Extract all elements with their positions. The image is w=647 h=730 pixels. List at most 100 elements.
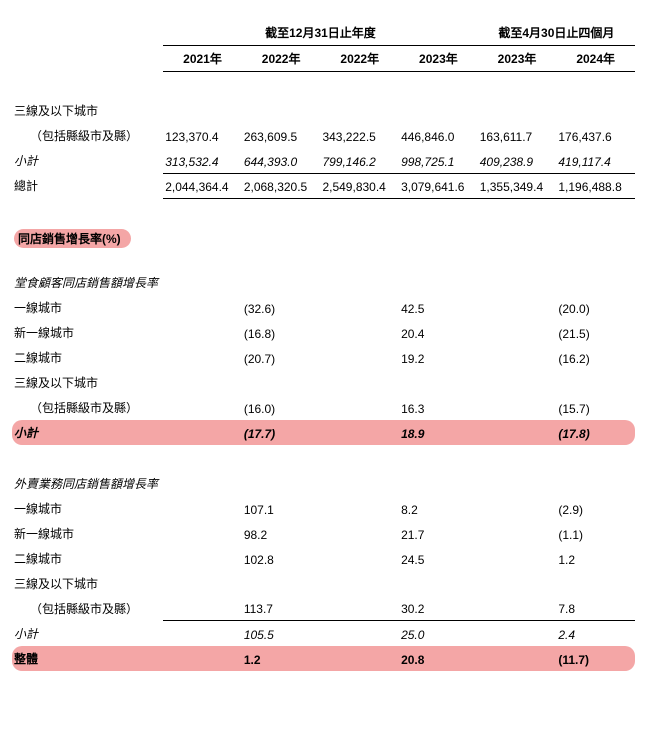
dinein-row: 新一線城市 (16.8) 20.4 (21.5) — [12, 320, 635, 345]
subtotal-label: 小計 — [12, 148, 163, 173]
dinein-label: 二線城市 — [12, 345, 163, 370]
overall-row: 整體 1.2 20.8 (11.7) — [12, 646, 635, 671]
delivery-cell: 7.8 — [556, 596, 635, 621]
period-header-row: 截至12月31日止年度 截至4月30日止四個月 — [12, 20, 635, 46]
dinein-label: 一線城市 — [12, 295, 163, 320]
overall-label: 整體 — [12, 646, 163, 671]
top-row: 三線及以下城市 — [12, 98, 635, 123]
period-4m-header: 截至4月30日止四個月 — [478, 20, 635, 46]
dinein-cell — [242, 370, 321, 395]
dinein-cell — [163, 395, 242, 420]
delivery-cell — [320, 521, 399, 546]
dinein-label: （包括縣級市及縣） — [12, 395, 163, 420]
top-cell — [163, 98, 242, 123]
dinein-cell — [399, 370, 478, 395]
dinein-cell: (21.5) — [556, 320, 635, 345]
delivery-cell: 30.2 — [399, 596, 478, 621]
delivery-cell: 102.8 — [242, 546, 321, 571]
delivery-label: 一線城市 — [12, 496, 163, 521]
dinein-row: 三線及以下城市 — [12, 370, 635, 395]
dinein-subtotal-row: 小計 (17.7) 18.9 (17.8) — [12, 420, 635, 445]
period-year-header: 截至12月31日止年度 — [163, 20, 478, 46]
dinein-cell — [163, 345, 242, 370]
delivery-cell — [163, 596, 242, 621]
dinein-cell: (16.8) — [242, 320, 321, 345]
dinein-cell — [478, 395, 557, 420]
dinein-cell — [320, 395, 399, 420]
delivery-cell — [163, 521, 242, 546]
delivery-cell: 107.1 — [242, 496, 321, 521]
delivery-cell — [478, 596, 557, 621]
delivery-cell: 24.5 — [399, 546, 478, 571]
delivery-label: 二線城市 — [12, 546, 163, 571]
year-1: 2022年 — [242, 46, 321, 72]
delivery-cell — [399, 571, 478, 596]
year-0: 2021年 — [163, 46, 242, 72]
delivery-cell — [478, 571, 557, 596]
dinein-cell — [478, 295, 557, 320]
dinein-title: 堂食顧客同店銷售額增長率 — [12, 270, 635, 295]
top-label: （包括縣級市及縣） — [12, 123, 163, 148]
delivery-subtotal-label: 小計 — [12, 621, 163, 646]
delivery-row: （包括縣級市及縣） 113.7 30.2 7.8 — [12, 596, 635, 621]
delivery-cell — [320, 596, 399, 621]
growth-title-pill: 同店銷售增長率(%) — [14, 229, 131, 248]
dinein-cell — [556, 370, 635, 395]
dinein-subtotal-label: 小計 — [12, 420, 163, 445]
growth-title-row: 同店銷售增長率(%) — [12, 225, 635, 252]
year-header-row: 2021年 2022年 2022年 2023年 2023年 2024年 — [12, 46, 635, 72]
delivery-cell: 21.7 — [399, 521, 478, 546]
year-5: 2024年 — [556, 46, 635, 72]
dinein-cell — [320, 370, 399, 395]
delivery-cell — [163, 571, 242, 596]
delivery-cell — [320, 496, 399, 521]
dinein-title-row: 堂食顧客同店銷售額增長率 — [12, 270, 635, 295]
delivery-cell: 1.2 — [556, 546, 635, 571]
top-cell: 446,846.0 — [399, 123, 478, 148]
dinein-cell: 19.2 — [399, 345, 478, 370]
delivery-cell — [478, 521, 557, 546]
top-row: （包括縣級市及縣）123,370.4263,609.5343,222.5446,… — [12, 123, 635, 148]
top-subtotal-row: 小計 313,532.4 644,393.0 799,146.2 998,725… — [12, 148, 635, 173]
dinein-cell — [320, 320, 399, 345]
top-cell: 123,370.4 — [163, 123, 242, 148]
top-cell — [399, 98, 478, 123]
delivery-label: （包括縣級市及縣） — [12, 596, 163, 621]
top-label: 三線及以下城市 — [12, 98, 163, 123]
top-cell: 163,611.7 — [478, 123, 557, 148]
dinein-cell: (16.0) — [242, 395, 321, 420]
delivery-label: 三線及以下城市 — [12, 571, 163, 596]
delivery-row: 一線城市 107.1 8.2 (2.9) — [12, 496, 635, 521]
top-cell: 263,609.5 — [242, 123, 321, 148]
delivery-cell — [556, 571, 635, 596]
dinein-row: （包括縣級市及縣）(16.0)16.3(15.7) — [12, 395, 635, 420]
delivery-cell: (1.1) — [556, 521, 635, 546]
delivery-cell — [242, 571, 321, 596]
top-cell — [478, 98, 557, 123]
year-3: 2023年 — [399, 46, 478, 72]
delivery-cell: 98.2 — [242, 521, 321, 546]
dinein-cell: (20.0) — [556, 295, 635, 320]
delivery-cell — [478, 496, 557, 521]
dinein-cell: (32.6) — [242, 295, 321, 320]
dinein-cell — [320, 295, 399, 320]
total-label: 總計 — [12, 173, 163, 198]
delivery-cell: (2.9) — [556, 496, 635, 521]
delivery-cell: 113.7 — [242, 596, 321, 621]
top-cell — [320, 98, 399, 123]
dinein-label: 三線及以下城市 — [12, 370, 163, 395]
delivery-cell — [320, 546, 399, 571]
dinein-cell — [163, 295, 242, 320]
delivery-cell — [163, 496, 242, 521]
dinein-label: 新一線城市 — [12, 320, 163, 345]
delivery-row: 三線及以下城市 — [12, 571, 635, 596]
delivery-label: 新一線城市 — [12, 521, 163, 546]
dinein-cell: 20.4 — [399, 320, 478, 345]
dinein-cell: (16.2) — [556, 345, 635, 370]
financial-table: 截至12月31日止年度 截至4月30日止四個月 2021年 2022年 2022… — [12, 20, 635, 671]
delivery-cell: 8.2 — [399, 496, 478, 521]
delivery-cell — [478, 546, 557, 571]
dinein-cell — [163, 320, 242, 345]
delivery-title-row: 外賣業務同店銷售額增長率 — [12, 471, 635, 496]
dinein-cell — [478, 345, 557, 370]
